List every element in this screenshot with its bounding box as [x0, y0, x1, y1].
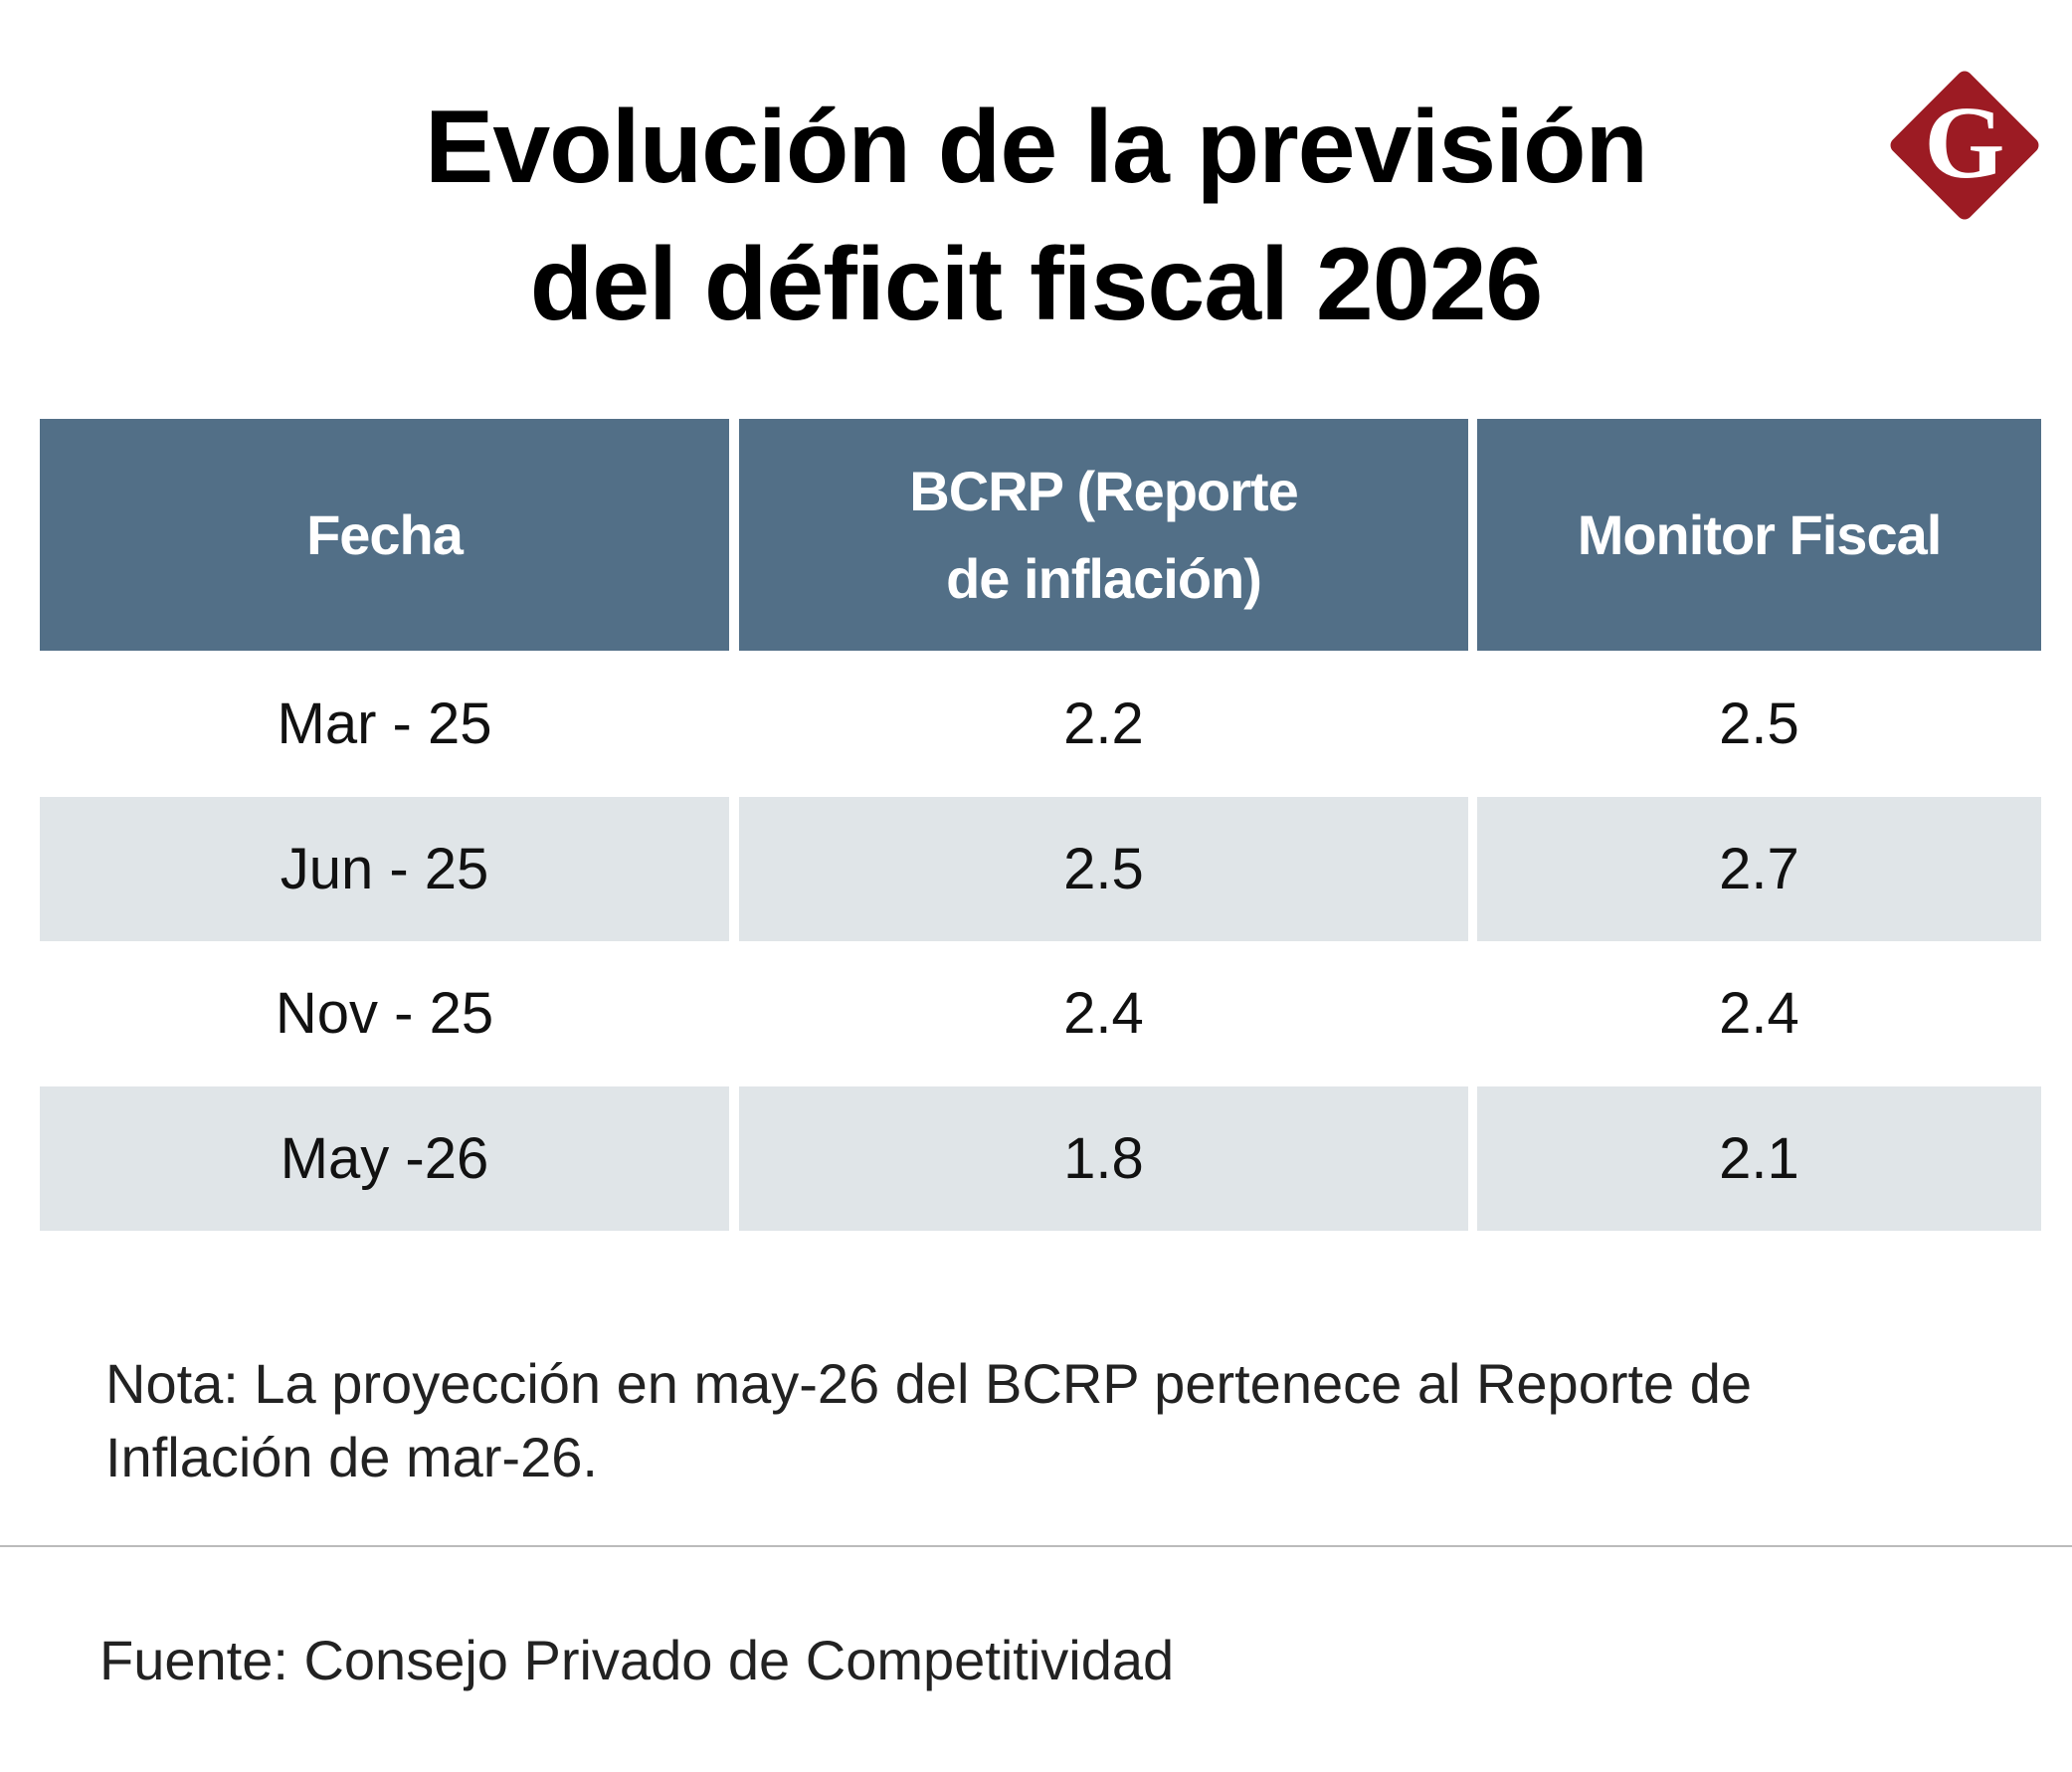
title-line: del déficit fiscal 2026 [529, 227, 1544, 342]
table-cell: 2.7 [1477, 797, 2041, 941]
table-cell: 1.8 [739, 1086, 1468, 1231]
separator [0, 1545, 2072, 1547]
table-cell: May -26 [40, 1086, 729, 1231]
header-cell: Monitor Fiscal [1477, 419, 2041, 651]
header-line: de inflación) [946, 546, 1262, 610]
header-cell: Fecha [40, 419, 729, 651]
table-cell: 2.1 [1477, 1086, 2041, 1231]
table-cell: Mar - 25 [277, 691, 492, 756]
table-cell: Jun - 25 [40, 797, 729, 941]
header-cell: BCRP (Reporte de inflación) [739, 419, 1468, 651]
title-line: Evolución de la previsión [424, 90, 1648, 205]
note-line: Nota: La proyección en may-26 del BCRP p… [105, 1352, 1753, 1415]
table-cell: 2.2 [1063, 691, 1144, 756]
table-cell: 2.5 [739, 797, 1468, 941]
logo-letter: G [1925, 86, 2005, 200]
table-cell: Nov - 25 [275, 981, 494, 1046]
logo: G [1890, 71, 2039, 220]
table-cell: 2.5 [1719, 691, 1799, 756]
source: Fuente: Consejo Privado de Competitivida… [99, 1629, 1175, 1691]
logo-diamond [1890, 71, 2039, 220]
table-cell: 2.4 [1063, 981, 1144, 1046]
header-line: BCRP (Reporte [909, 459, 1298, 522]
note-line: Inflación de mar-26. [105, 1426, 598, 1488]
table-cell: 2.4 [1719, 981, 1799, 1046]
